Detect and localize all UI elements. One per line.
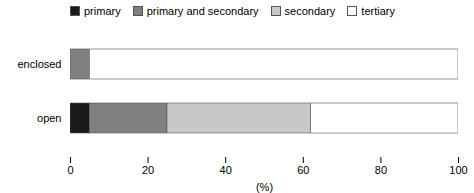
html-text:secondary: secondary xyxy=(284,5,336,17)
svg-text:0: 0 xyxy=(67,164,73,176)
html-text:primary: primary xyxy=(84,5,121,17)
svg-text:open: open xyxy=(37,112,61,124)
svg-text:100: 100 xyxy=(449,164,467,176)
svg-text:40: 40 xyxy=(220,164,232,176)
svg-text:(%): (%) xyxy=(256,181,273,193)
html-text:primary and secondary: primary and secondary xyxy=(146,5,259,17)
svg-text:60: 60 xyxy=(297,164,309,176)
svg-text:80: 80 xyxy=(375,164,387,176)
svg-text:enclosed: enclosed xyxy=(17,58,61,70)
html-text:tertiary: tertiary xyxy=(361,5,395,17)
svg-text:20: 20 xyxy=(142,164,154,176)
